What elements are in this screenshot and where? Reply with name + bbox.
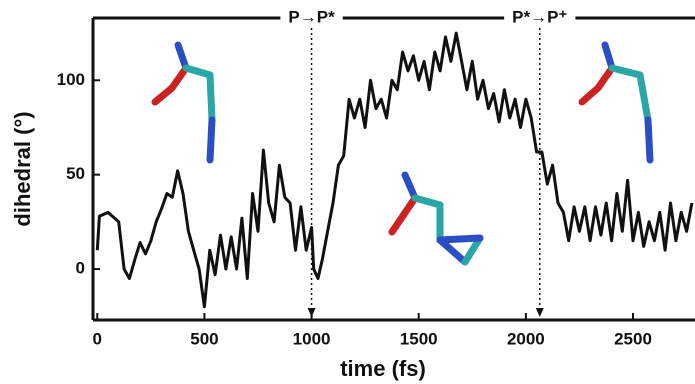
y-tick-label: 100 xyxy=(57,70,85,89)
bond xyxy=(210,120,212,160)
x-tick-label: 1500 xyxy=(400,329,438,348)
x-tick-label: 500 xyxy=(190,329,218,348)
bond xyxy=(186,68,210,75)
annotation-label: P*→P⁺ xyxy=(512,7,567,26)
data-line xyxy=(97,33,692,307)
bond xyxy=(415,198,440,205)
x-tick-label: 2000 xyxy=(507,329,545,348)
arrow-head xyxy=(308,308,316,317)
y-tick-label: 0 xyxy=(76,259,85,278)
y-axis-title: dihedral (°) xyxy=(10,111,35,226)
bond xyxy=(392,198,415,232)
arrow-head xyxy=(536,308,544,317)
bond xyxy=(605,45,612,68)
y-tick-label: 50 xyxy=(66,164,85,183)
x-tick-label: 2500 xyxy=(614,329,652,348)
bond xyxy=(405,175,415,198)
molecule-illustrations xyxy=(155,45,650,262)
bond xyxy=(210,75,212,120)
bond xyxy=(155,88,172,102)
bond xyxy=(598,68,612,88)
bond xyxy=(648,120,650,160)
bond xyxy=(612,68,640,75)
x-axis-title: time (fs) xyxy=(340,356,426,381)
bond xyxy=(640,75,648,120)
bond xyxy=(440,238,480,240)
bond xyxy=(582,88,598,102)
chart: time (fs) dihedral (°) 05001000150020002… xyxy=(0,0,695,384)
annotation-label: P→P* xyxy=(288,7,335,26)
x-tick-label: 1000 xyxy=(293,329,331,348)
bond xyxy=(172,68,186,88)
x-tick-label: 0 xyxy=(93,329,102,348)
bond xyxy=(178,45,186,68)
